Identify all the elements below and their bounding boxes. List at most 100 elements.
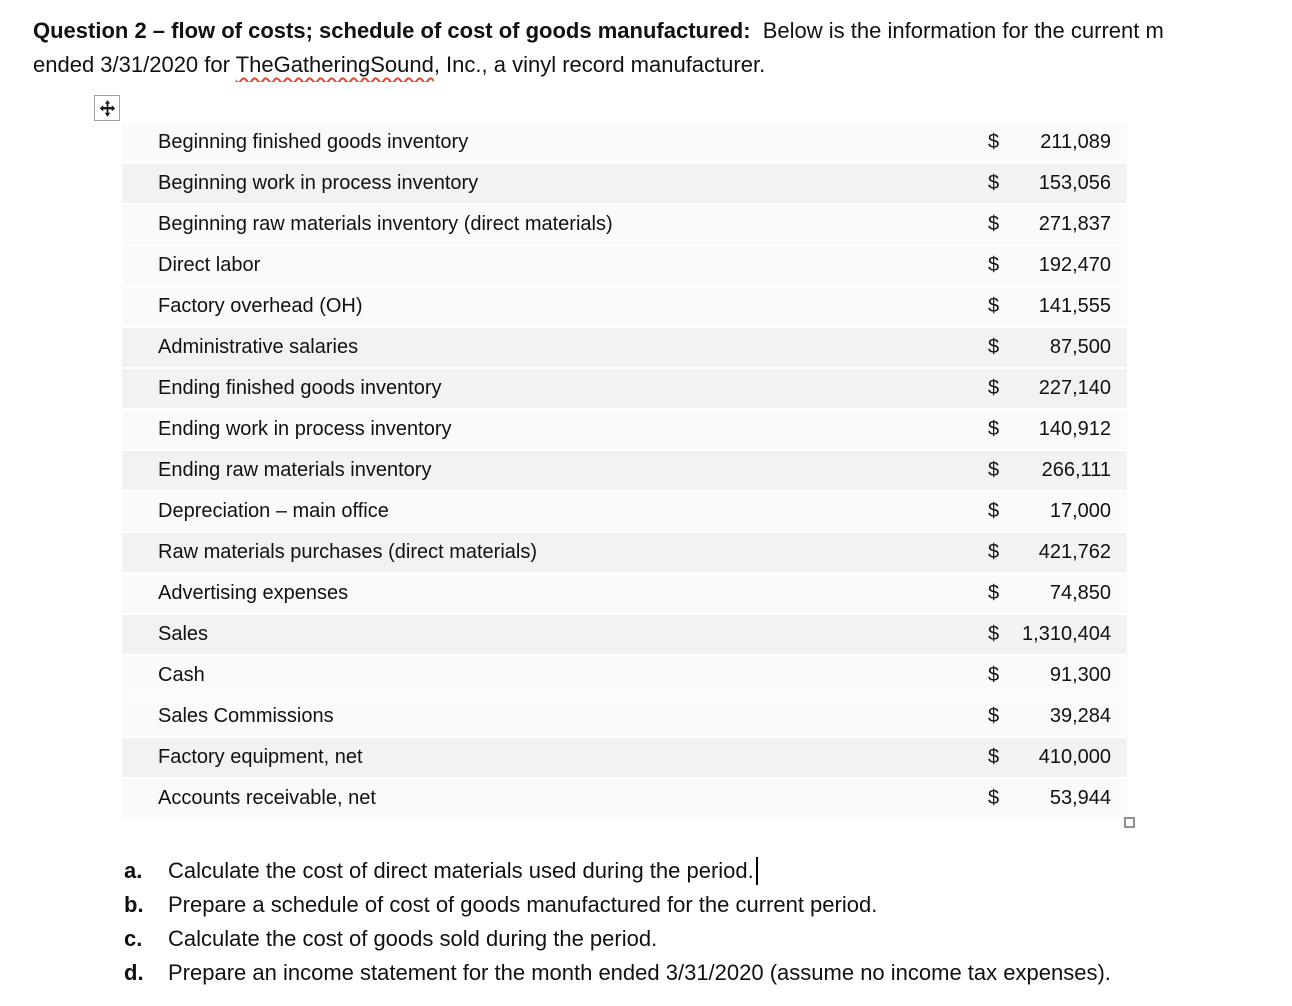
currency-symbol: $ (988, 746, 1000, 768)
currency-symbol: $ (988, 459, 1000, 481)
table-row[interactable]: Ending finished goods inventory $ 227,14… (122, 369, 1127, 410)
amount-value: 421,762 (1038, 541, 1111, 563)
table-row[interactable]: Beginning finished goods inventory $ 211… (122, 123, 1127, 164)
move-icon (99, 99, 115, 117)
row-label[interactable]: Advertising expenses (158, 582, 349, 604)
row-label[interactable]: Factory equipment, net (158, 746, 363, 768)
row-amount-cell[interactable]: $ 91,300 (988, 664, 1127, 687)
row-amount-cell[interactable]: $ 74,850 (988, 582, 1127, 605)
amount-value: 74,850 (1049, 582, 1111, 604)
question-heading-line2[interactable]: ended 3/31/2020 for TheGatheringSound, I… (33, 48, 1292, 82)
amount-value: 1,310,404 (1022, 623, 1111, 645)
row-amount-cell[interactable]: $ 87,500 (988, 336, 1127, 359)
table-row[interactable]: Raw materials purchases (direct material… (122, 533, 1127, 574)
table-row[interactable]: Factory equipment, net $ 410,000 (122, 738, 1127, 779)
question-marker: d. (124, 960, 144, 985)
row-amount-cell[interactable]: $ 1,310,404 (988, 623, 1127, 646)
question-text: Prepare an income statement for the mont… (168, 960, 1111, 985)
row-amount-cell[interactable]: $ 192,470 (988, 254, 1127, 277)
amount-value: 153,056 (1038, 172, 1111, 194)
amount-value: 17,000 (1049, 500, 1111, 522)
table-row[interactable]: Advertising expenses $ 74,850 (122, 574, 1127, 615)
currency-symbol: $ (988, 500, 1000, 522)
currency-symbol: $ (988, 213, 1000, 235)
row-amount-cell[interactable]: $ 227,140 (988, 377, 1127, 400)
table-row[interactable]: Ending work in process inventory $ 140,9… (122, 410, 1127, 451)
table-row[interactable]: Cash $ 91,300 (122, 656, 1127, 697)
row-amount-cell[interactable]: $ 410,000 (988, 746, 1127, 769)
currency-symbol: $ (988, 623, 1000, 645)
row-label[interactable]: Sales (158, 623, 209, 645)
row-amount-cell[interactable]: $ 153,056 (988, 172, 1127, 195)
currency-symbol: $ (988, 336, 1000, 358)
table-row[interactable]: Sales $ 1,310,404 (122, 615, 1127, 656)
table-row[interactable]: Beginning raw materials inventory (direc… (122, 205, 1127, 246)
row-label[interactable]: Depreciation – main office (158, 500, 389, 522)
row-amount-cell[interactable]: $ 266,111 (988, 459, 1127, 482)
table-row[interactable]: Factory overhead (OH) $ 141,555 (122, 287, 1127, 328)
heading-line2-suffix: , Inc., a vinyl record manufacturer. (433, 52, 766, 77)
row-label[interactable]: Ending finished goods inventory (158, 377, 442, 399)
question-item[interactable]: d. Prepare an income statement for the m… (124, 956, 1111, 990)
question-heading[interactable]: Question 2 – flow of costs; schedule of … (33, 14, 1292, 48)
question-marker: b. (124, 892, 144, 917)
question-item[interactable]: c. Calculate the cost of goods sold duri… (124, 922, 1111, 956)
currency-symbol: $ (988, 295, 1000, 317)
question-text: Calculate the cost of goods sold during … (168, 926, 658, 951)
amount-value: 53,944 (1049, 787, 1111, 809)
amount-value: 410,000 (1038, 746, 1111, 768)
currency-symbol: $ (988, 705, 1000, 727)
row-label[interactable]: Sales Commissions (158, 705, 334, 727)
currency-symbol: $ (988, 418, 1000, 440)
currency-symbol: $ (988, 582, 1000, 604)
amount-value: 227,140 (1038, 377, 1111, 399)
heading-line2-prefix: ended 3/31/2020 for (33, 52, 236, 77)
currency-symbol: $ (988, 787, 1000, 809)
row-label[interactable]: Administrative salaries (158, 336, 359, 358)
table-row[interactable]: Accounts receivable, net $ 53,944 (122, 779, 1127, 820)
amount-value: 192,470 (1038, 254, 1111, 276)
amount-value: 140,912 (1038, 418, 1111, 440)
row-amount-cell[interactable]: $ 17,000 (988, 500, 1127, 523)
table-move-handle[interactable] (94, 95, 120, 121)
row-amount-cell[interactable]: $ 140,912 (988, 418, 1127, 441)
row-amount-cell[interactable]: $ 141,555 (988, 295, 1127, 318)
row-amount-cell[interactable]: $ 53,944 (988, 787, 1127, 810)
row-label[interactable]: Beginning raw materials inventory (direc… (158, 213, 613, 235)
question-item[interactable]: b. Prepare a schedule of cost of goods m… (124, 888, 1111, 922)
row-label[interactable]: Beginning work in process inventory (158, 172, 479, 194)
row-label[interactable]: Ending raw materials inventory (158, 459, 432, 481)
row-label[interactable]: Cash (158, 664, 205, 686)
currency-symbol: $ (988, 377, 1000, 399)
row-amount-cell[interactable]: $ 39,284 (988, 705, 1127, 728)
table-row[interactable]: Administrative salaries $ 87,500 (122, 328, 1127, 369)
table-resize-handle[interactable] (1124, 817, 1135, 828)
amount-value: 39,284 (1049, 705, 1111, 727)
question-item[interactable]: a. Calculate the cost of direct material… (124, 854, 1111, 888)
currency-symbol: $ (988, 541, 1000, 563)
table-row[interactable]: Beginning work in process inventory $ 15… (122, 164, 1127, 205)
amount-value: 271,837 (1038, 213, 1111, 235)
amount-value: 266,111 (1041, 459, 1111, 481)
row-label[interactable]: Factory overhead (OH) (158, 295, 363, 317)
table-row[interactable]: Ending raw materials inventory $ 266,111 (122, 451, 1127, 492)
row-amount-cell[interactable]: $ 211,089 (988, 131, 1127, 154)
row-label[interactable]: Beginning finished goods inventory (158, 131, 469, 153)
row-amount-cell[interactable]: $ 421,762 (988, 541, 1127, 564)
question-text: Prepare a schedule of cost of goods manu… (168, 892, 878, 917)
heading-regular-text: Below is the information for the current… (750, 18, 1164, 43)
table-row[interactable]: Depreciation – main office $ 17,000 (122, 492, 1127, 533)
table-row[interactable]: Sales Commissions $ 39,284 (122, 697, 1127, 738)
heading-bold-text: Question 2 – flow of costs; schedule of … (33, 18, 751, 43)
amount-value: 91,300 (1049, 664, 1111, 686)
row-amount-cell[interactable]: $ 271,837 (988, 213, 1127, 236)
row-label[interactable]: Ending work in process inventory (158, 418, 452, 440)
question-text: Calculate the cost of direct materials u… (168, 858, 754, 883)
question-marker: a. (124, 858, 143, 883)
amount-value: 211,089 (1040, 131, 1111, 153)
row-label[interactable]: Raw materials purchases (direct material… (158, 541, 538, 563)
table-row[interactable]: Direct labor $ 192,470 (122, 246, 1127, 287)
row-label[interactable]: Direct labor (158, 254, 261, 276)
row-label[interactable]: Accounts receivable, net (158, 787, 376, 809)
currency-symbol: $ (988, 254, 1000, 276)
